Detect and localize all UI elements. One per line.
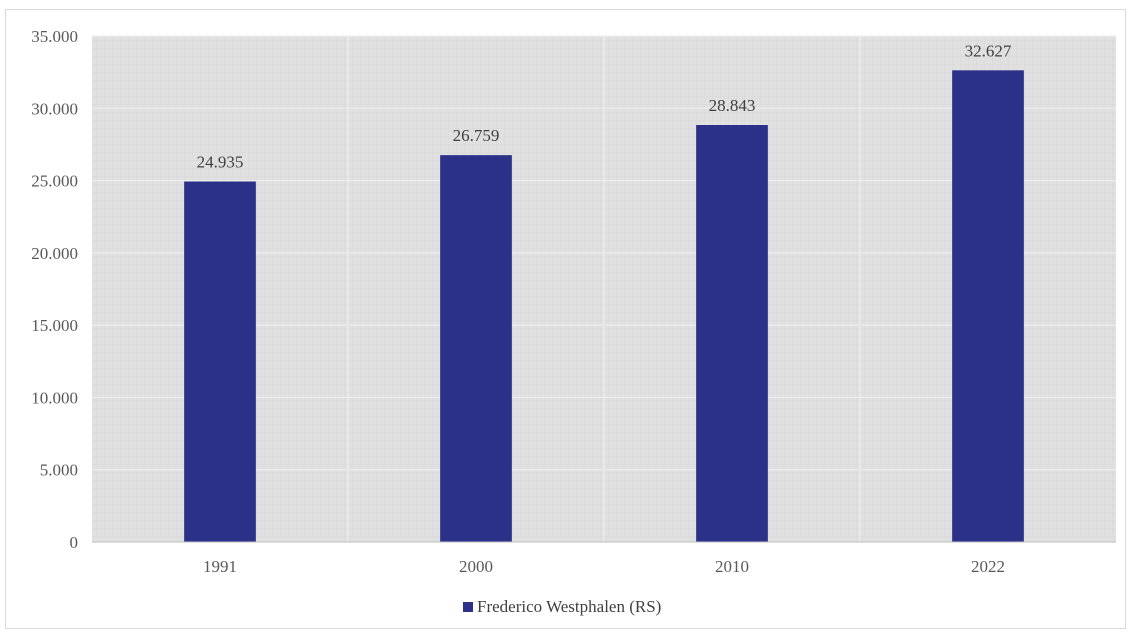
legend: Frederico Westphalen (RS) [463, 597, 661, 616]
bar-2022 [952, 70, 1024, 543]
x-tick-label-2010: 2010 [715, 557, 749, 576]
bar-2010 [696, 125, 768, 542]
legend-label: Frederico Westphalen (RS) [477, 597, 661, 616]
y-axis-ticks: 0 5.000 10.000 15.000 20.000 25.000 30.000 35.0… [31, 27, 78, 552]
bar-1991 [184, 181, 256, 542]
data-label-2022: 32.627 [965, 41, 1012, 60]
x-tick-label-2000: 2000 [459, 557, 493, 576]
y-tick-label: 0 [70, 533, 79, 552]
y-tick-label: 10.000 [31, 388, 78, 407]
bar-2000 [440, 155, 512, 543]
y-tick-label: 15.000 [31, 316, 78, 335]
bars [184, 70, 1024, 543]
data-label-2010: 28.843 [709, 96, 756, 115]
y-tick-label: 5.000 [40, 461, 78, 480]
data-label-1991: 24.935 [197, 153, 244, 172]
data-label-2000: 26.759 [453, 126, 500, 145]
y-tick-label: 30.000 [31, 99, 78, 118]
x-tick-label-2022: 2022 [971, 557, 1005, 576]
x-tick-label-1991: 1991 [203, 557, 237, 576]
x-axis-ticks: 1991 2000 2010 2022 [203, 557, 1005, 576]
legend-swatch [463, 602, 473, 612]
y-tick-label: 25.000 [31, 172, 78, 191]
y-tick-label: 20.000 [31, 244, 78, 263]
y-tick-label: 35.000 [31, 27, 78, 46]
gridlines [92, 35, 1116, 542]
data-labels: 24.935 26.759 28.843 32.627 [197, 41, 1012, 171]
